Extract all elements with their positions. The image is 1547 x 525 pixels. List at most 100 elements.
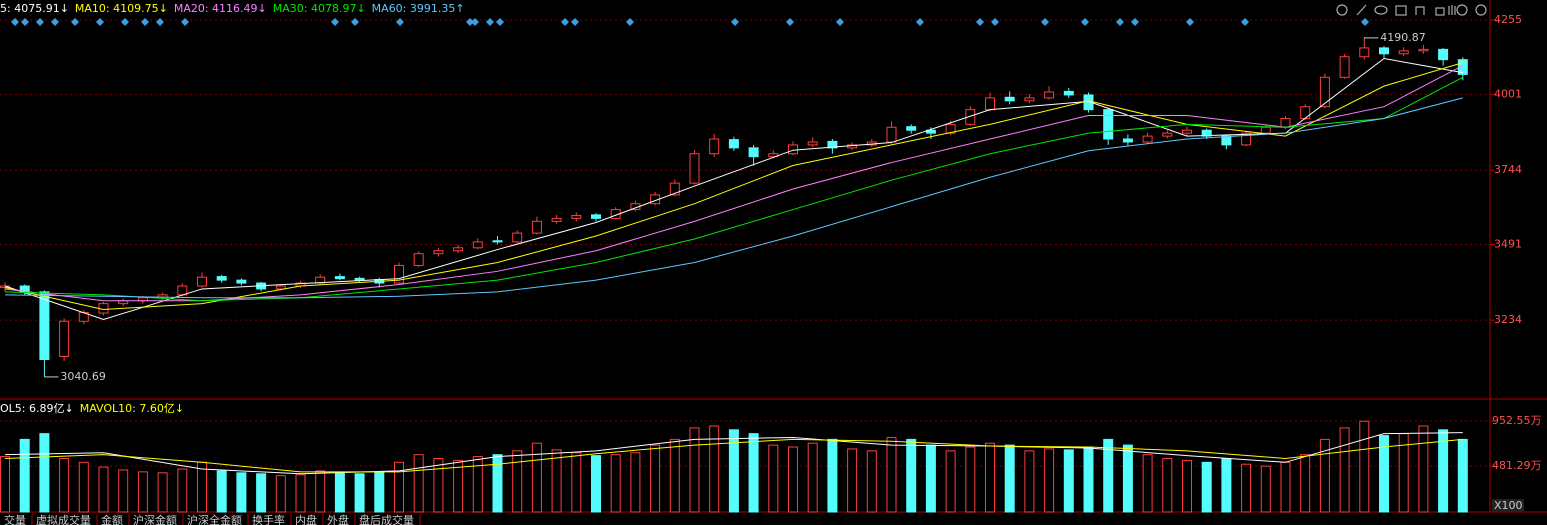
signal-diamond bbox=[71, 18, 79, 26]
lock-icon[interactable] bbox=[1435, 7, 1445, 16]
candle-body bbox=[1319, 76, 1330, 108]
candle-body bbox=[354, 277, 365, 281]
volume-bar bbox=[945, 450, 956, 513]
candle-body bbox=[433, 250, 444, 255]
volume-bar bbox=[1122, 444, 1133, 513]
volume-bar bbox=[1438, 429, 1449, 513]
legend-entry: OL5: 6.89亿↓ bbox=[0, 402, 74, 415]
y-tick-label: 3744 bbox=[1494, 163, 1522, 176]
settings-icon[interactable] bbox=[1336, 4, 1348, 16]
y-tick-label: 481.29万 bbox=[1492, 459, 1542, 472]
volume-bar bbox=[886, 436, 897, 513]
volume-bar bbox=[492, 454, 503, 513]
tab[interactable]: 沪深金额 bbox=[133, 513, 177, 525]
candle-body bbox=[1398, 50, 1409, 55]
volume-bar bbox=[591, 455, 601, 513]
legend-entry: MAVOL10: 7.60亿↓ bbox=[80, 402, 184, 415]
candle-body bbox=[413, 253, 424, 266]
tab[interactable]: 虚拟成交量 bbox=[36, 513, 91, 525]
candle-body bbox=[453, 247, 464, 252]
candle-body bbox=[39, 291, 50, 360]
signal-diamond bbox=[21, 18, 29, 26]
signal-diamond bbox=[976, 18, 984, 26]
volume-bar bbox=[551, 449, 562, 513]
candle-body bbox=[571, 214, 582, 219]
volume-bar bbox=[788, 446, 798, 513]
candle-body bbox=[689, 153, 700, 184]
volume-bar bbox=[1300, 454, 1311, 513]
tab[interactable]: 沪深全金额 bbox=[187, 513, 242, 525]
legend-entry: MA10: 4109.75↓ bbox=[75, 2, 168, 15]
signal-diamond bbox=[916, 18, 924, 26]
candle-body bbox=[1418, 48, 1429, 52]
signal-diamond bbox=[181, 18, 189, 26]
volume-bar bbox=[1457, 438, 1468, 513]
volume-bar bbox=[985, 442, 995, 513]
view-icon[interactable] bbox=[1374, 5, 1388, 15]
volume-bar bbox=[39, 433, 50, 513]
y-tick-label: 4255 bbox=[1494, 13, 1522, 26]
signal-diamond bbox=[561, 18, 569, 26]
candle-body bbox=[551, 217, 562, 222]
volume-bar bbox=[768, 444, 779, 513]
volume-bar bbox=[413, 454, 424, 513]
candle-body bbox=[1142, 135, 1153, 143]
volume-bar bbox=[1182, 459, 1192, 513]
candle-body bbox=[985, 97, 995, 111]
signal-diamond bbox=[396, 18, 404, 26]
unit-label: X100 bbox=[1494, 499, 1523, 512]
volume-bar bbox=[256, 473, 267, 513]
draw-icon[interactable] bbox=[1356, 4, 1367, 16]
zoom-out-icon[interactable] bbox=[1475, 4, 1487, 16]
candle-body bbox=[1457, 59, 1468, 75]
signal-diamond bbox=[51, 18, 59, 26]
volume-bar bbox=[847, 448, 858, 513]
trash-icon[interactable] bbox=[1415, 6, 1425, 15]
volume-bar bbox=[1103, 438, 1114, 513]
candle-body bbox=[945, 123, 956, 134]
volume-bar bbox=[19, 438, 30, 513]
signal-diamond bbox=[731, 18, 739, 26]
tab[interactable]: 金额 bbox=[101, 513, 123, 525]
candle-body bbox=[1063, 90, 1074, 96]
candle-body bbox=[925, 129, 936, 134]
tab[interactable]: 盘后成交量 bbox=[359, 513, 414, 525]
signal-diamond bbox=[1361, 18, 1369, 26]
annotation-label: 3040.69 bbox=[60, 370, 106, 383]
volume-bar bbox=[925, 444, 936, 513]
volume-bar bbox=[571, 452, 582, 513]
candle-body bbox=[1221, 135, 1232, 146]
signal-diamond bbox=[1081, 18, 1089, 26]
candle-body bbox=[275, 285, 286, 290]
volume-bar bbox=[669, 438, 680, 513]
volume-bar bbox=[472, 456, 483, 513]
y-tick-label: 952.55万 bbox=[1492, 414, 1542, 427]
ma-line bbox=[4, 62, 1463, 311]
hand-icon[interactable] bbox=[1448, 5, 1456, 15]
signal-diamond bbox=[786, 18, 794, 26]
signal-diamond bbox=[1116, 18, 1124, 26]
candle-body bbox=[1241, 132, 1252, 146]
candle-body bbox=[965, 109, 976, 125]
tab[interactable]: 外盘 bbox=[327, 513, 349, 525]
tab[interactable]: 交量 bbox=[4, 513, 26, 525]
volume-bar bbox=[531, 442, 542, 513]
ma-line bbox=[4, 97, 1463, 299]
volume-bar bbox=[1241, 463, 1252, 513]
signal-diamond bbox=[486, 18, 494, 26]
zoom-in-icon[interactable] bbox=[1456, 4, 1468, 16]
signal-diamond bbox=[351, 18, 359, 26]
signal-diamond bbox=[11, 18, 19, 26]
y-tick-label: 3234 bbox=[1494, 313, 1522, 326]
volume-bar bbox=[650, 444, 661, 513]
candle-body bbox=[1339, 56, 1350, 78]
volume-bar bbox=[728, 429, 739, 513]
volume-bar bbox=[1379, 435, 1389, 513]
y-tick-label: 4001 bbox=[1494, 88, 1522, 101]
gift-icon[interactable] bbox=[1395, 5, 1407, 16]
tab[interactable]: 换手率 bbox=[252, 513, 285, 525]
candle-body bbox=[1201, 129, 1212, 137]
volume-bar bbox=[197, 461, 207, 513]
tab[interactable]: 内盘 bbox=[295, 513, 317, 525]
signal-diamond bbox=[36, 18, 44, 26]
